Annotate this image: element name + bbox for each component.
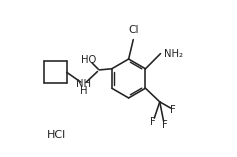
Text: F: F <box>170 105 176 115</box>
Text: H: H <box>80 86 87 96</box>
Text: NH₂: NH₂ <box>164 49 183 59</box>
Text: F: F <box>150 117 156 127</box>
Text: Cl: Cl <box>129 25 139 35</box>
Text: F: F <box>162 120 167 130</box>
Text: HCl: HCl <box>47 130 66 140</box>
Text: HO: HO <box>81 55 96 65</box>
Text: NH: NH <box>76 79 91 89</box>
